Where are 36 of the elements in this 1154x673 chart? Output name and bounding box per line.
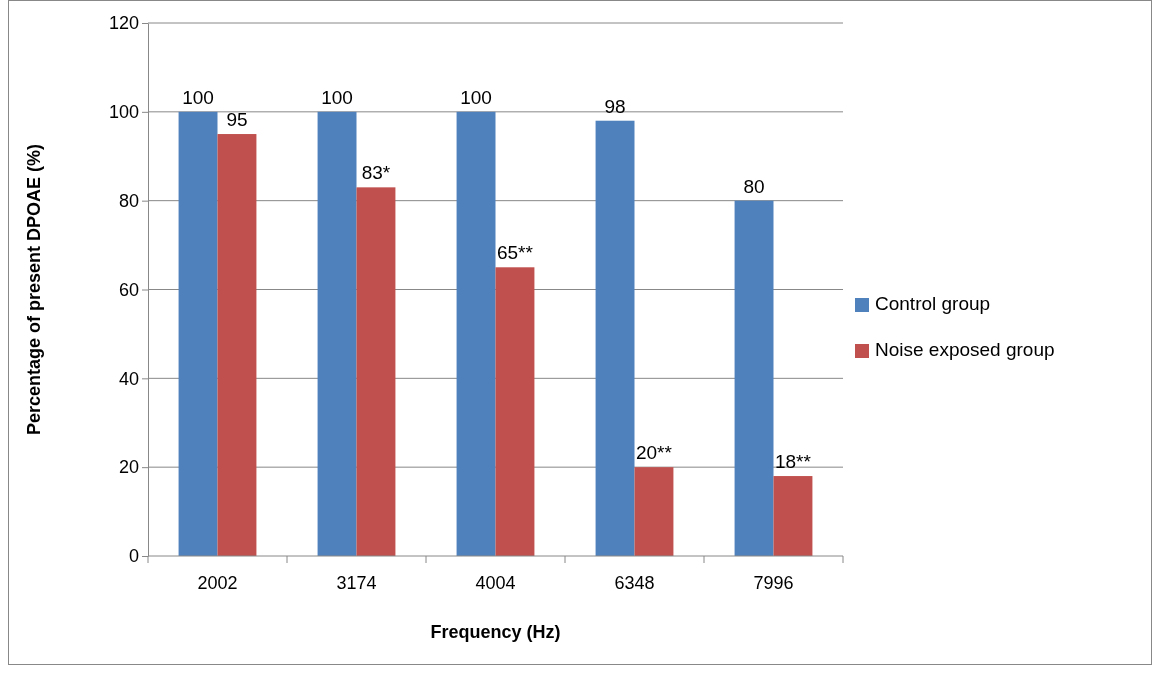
data-label: 100: [182, 86, 214, 108]
y-tick-label: 60: [118, 279, 139, 300]
bar: [178, 111, 218, 556]
y-tick-label: 80: [118, 190, 139, 211]
bar: [317, 111, 357, 556]
x-tick-label: 6348: [614, 573, 655, 593]
bar: [734, 200, 774, 556]
data-label: 100: [321, 86, 353, 108]
bar: [456, 111, 496, 556]
y-tick-label: 100: [108, 102, 139, 123]
legend-label: Noise exposed group: [875, 339, 1055, 360]
y-tick-label: 40: [118, 368, 139, 389]
data-label: 83*: [361, 162, 391, 184]
x-axis-title: Frequency (Hz): [430, 622, 561, 642]
y-tick-label: 120: [108, 13, 139, 34]
bar: [356, 187, 396, 556]
bar: [634, 467, 674, 556]
x-tick-label: 2002: [197, 573, 238, 593]
legend-label: Control group: [875, 293, 991, 314]
y-axis-title: Percentage of present DPOAE (%): [24, 143, 44, 436]
data-label: 95: [226, 109, 248, 131]
data-label: 100: [460, 86, 492, 108]
data-label: 18**: [775, 451, 812, 473]
data-label: 98: [604, 95, 626, 117]
bar: [773, 476, 813, 556]
bar: [595, 120, 635, 556]
bar: [217, 134, 257, 556]
data-label: 65**: [497, 242, 534, 264]
data-label: 80: [743, 175, 765, 197]
data-label: 20**: [636, 442, 673, 464]
y-tick-label: 0: [128, 546, 139, 567]
bar: [495, 267, 535, 556]
x-tick-label: 3174: [336, 573, 377, 593]
x-tick-label: 7996: [753, 573, 794, 593]
y-tick-label: 20: [118, 457, 139, 478]
x-tick-label: 4004: [475, 573, 516, 593]
